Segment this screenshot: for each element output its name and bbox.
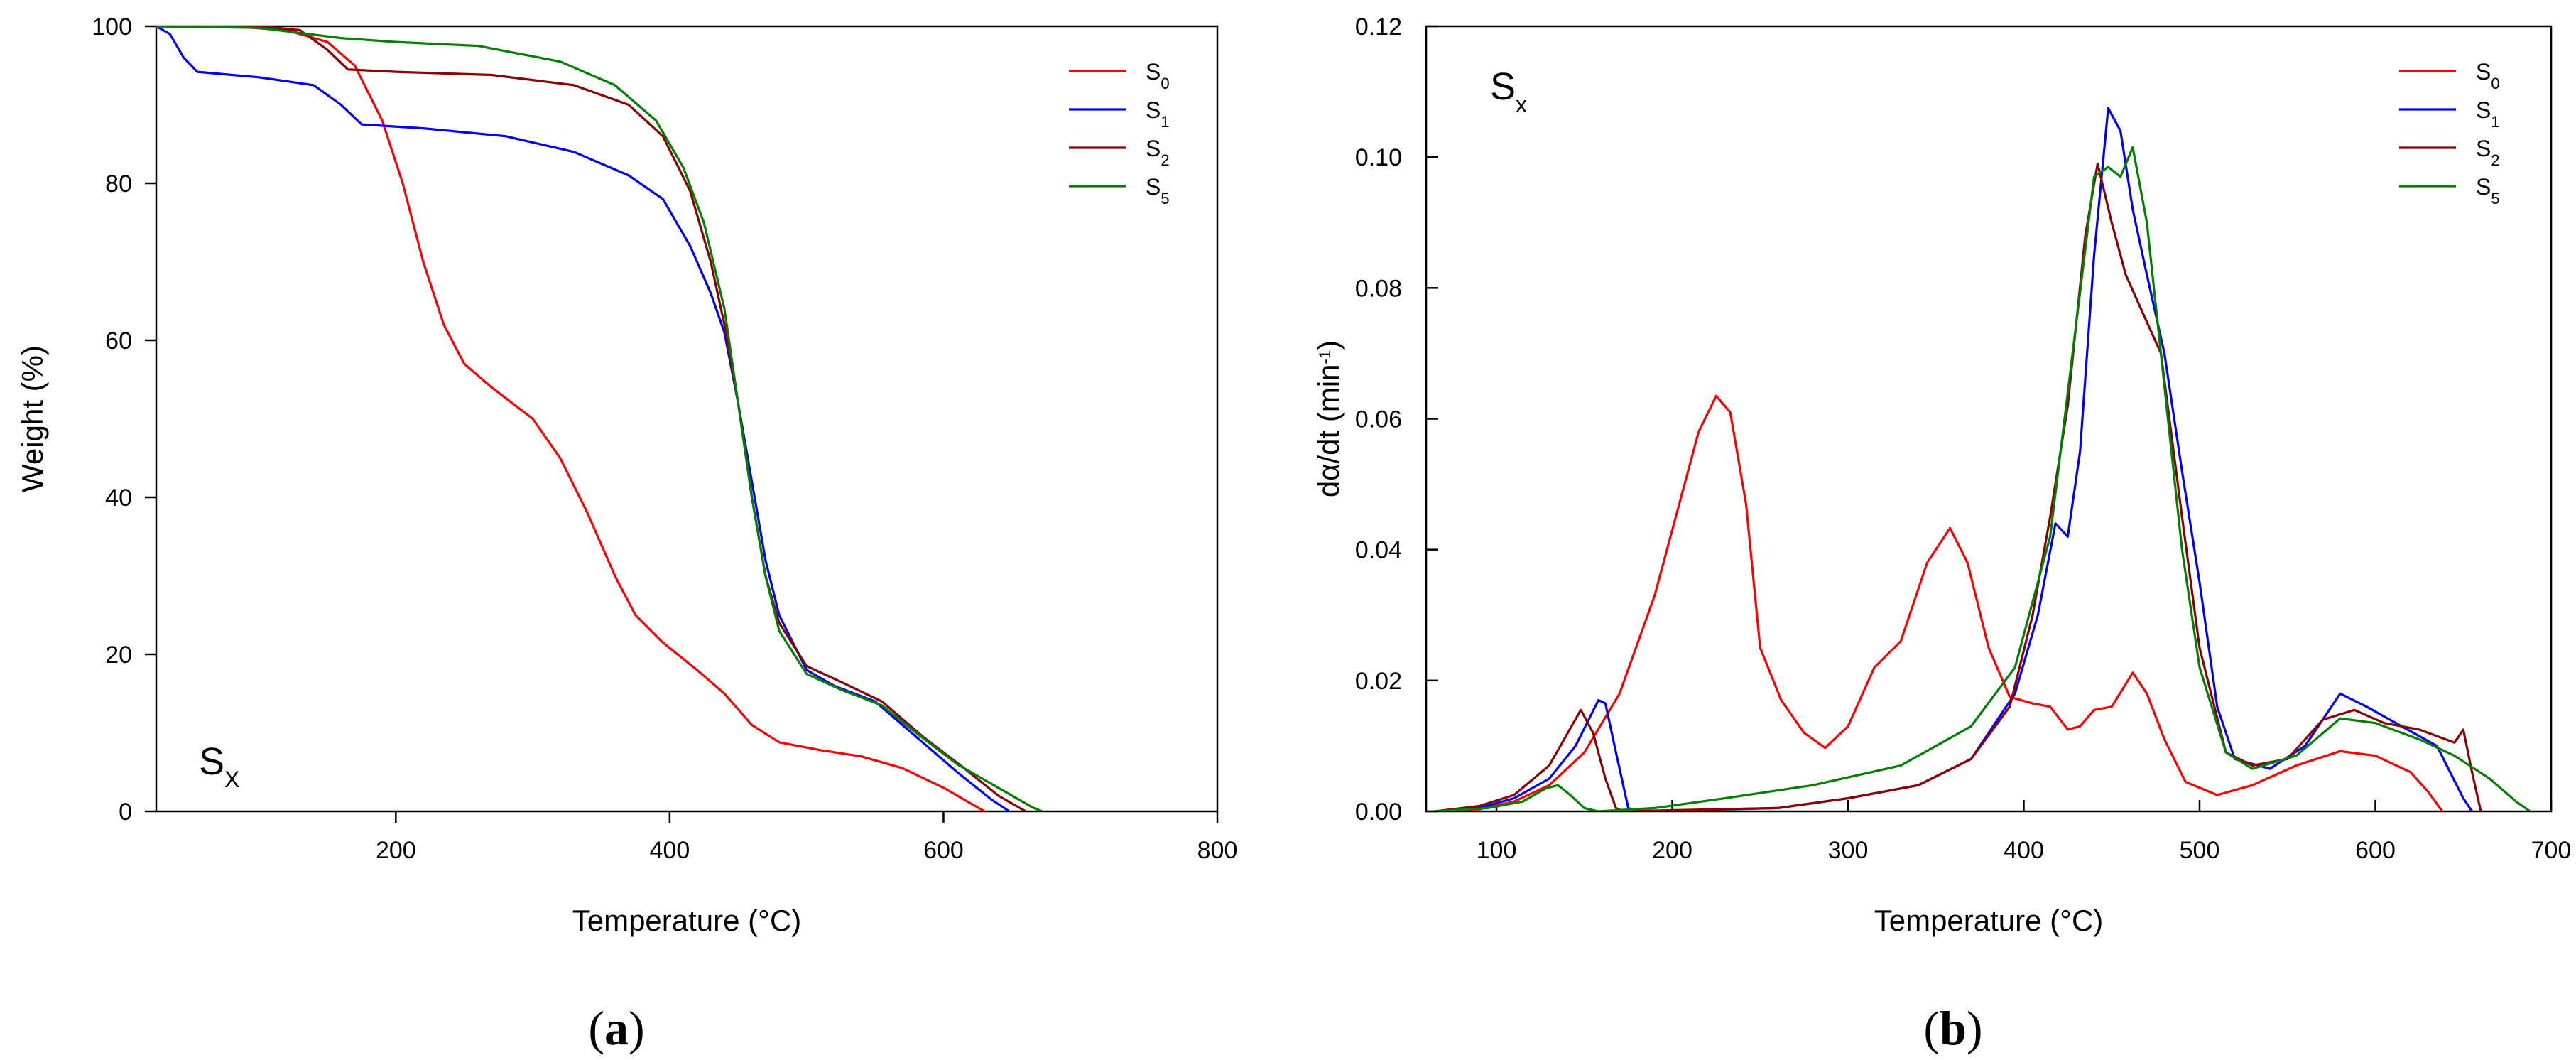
chart-a-y-axis-title: Weight (%) <box>16 345 49 492</box>
chart-b-legend-label: S5 <box>2476 174 2500 207</box>
chart-b-x-tick-label: 700 <box>2531 837 2572 864</box>
chart-a-y-tick-label: 0 <box>119 799 132 826</box>
chart-b-corner-label: Sx <box>1490 65 1527 117</box>
chart-a-x-tick-label: 400 <box>650 837 690 864</box>
chart-a-y-tick-label: 40 <box>105 485 132 512</box>
chart-a-series-line-s2 <box>156 26 1026 811</box>
chart-b-x-tick-label: 500 <box>2180 837 2220 864</box>
chart-b-legend-label: S2 <box>2476 136 2500 169</box>
chart-b-x-tick-label: 600 <box>2355 837 2396 864</box>
chart-b-y-axis-title: dα/dt (min-1) <box>1312 340 1345 497</box>
chart-b-y-tick-label: 0.02 <box>1355 668 1402 695</box>
chart-b-x-tick-label: 400 <box>2004 837 2044 864</box>
chart-b-legend-label: S0 <box>2476 59 2500 92</box>
chart-b-x-axis-title: Temperature (°C) <box>1874 904 2104 937</box>
chart-a-legend-label: S5 <box>1146 174 1170 207</box>
chart-a-legend-label: S2 <box>1146 136 1170 169</box>
chart-a-panel-label: (a) <box>588 1001 644 1055</box>
chart-b-series-line-s1 <box>1435 107 2473 811</box>
chart-a-x-tick-label: 600 <box>923 837 964 864</box>
chart-a-corner-label: SX <box>199 740 239 792</box>
chart-a-series-line-s5 <box>156 26 1043 811</box>
chart-a-x-tick-label: 800 <box>1197 837 1238 864</box>
chart-b-x-tick-label: 300 <box>1828 837 1869 864</box>
chart-panel-b: 100 200 300 400 500 600 700 0.00 0.02 0.04 0.06 0.0… <box>1312 13 2571 1055</box>
chart-a-y-tick-label: 100 <box>92 13 132 40</box>
chart-a-series-line-s1 <box>156 26 1010 811</box>
chart-b-x-tick-label: 200 <box>1652 837 1692 864</box>
chart-b-x-tick-label: 100 <box>1477 837 1517 864</box>
chart-b-y-tick-label: 0.10 <box>1355 144 1402 171</box>
chart-b-series-line-s0 <box>1435 394 2443 811</box>
chart-b-series-line-s5 <box>1435 146 2531 811</box>
chart-a-plot-frame <box>155 25 1219 813</box>
chart-panel-a: 200 400 600 800 0 20 40 60 80 100 Temperature (°C)… <box>16 13 1237 1055</box>
chart-b-panel-label: (b) <box>1923 1001 1982 1055</box>
chart-a-series-line-s0 <box>156 26 986 811</box>
chart-b-y-tick-label: 0.04 <box>1355 537 1402 564</box>
chart-b-legend-label: S1 <box>2476 97 2500 131</box>
chart-a-legend-label: S1 <box>1146 97 1170 131</box>
chart-a-y-tick-label: 20 <box>105 642 132 669</box>
chart-a-y-tick-label: 60 <box>105 328 132 355</box>
chart-b-y-tick-label: 0.08 <box>1355 275 1402 302</box>
chart-a-x-tick-label: 200 <box>376 837 416 864</box>
chart-a-legend-label: S0 <box>1146 59 1170 92</box>
chart-b-plot-frame <box>1425 25 2553 813</box>
chart-a-x-axis-title: Temperature (°C) <box>572 904 802 937</box>
chart-b-y-tick-label: 0.12 <box>1355 13 1402 40</box>
chart-b-y-tick-label: 0.06 <box>1355 406 1402 433</box>
chart-a-y-tick-label: 80 <box>105 171 132 198</box>
chart-b-y-tick-label: 0.00 <box>1355 799 1402 826</box>
